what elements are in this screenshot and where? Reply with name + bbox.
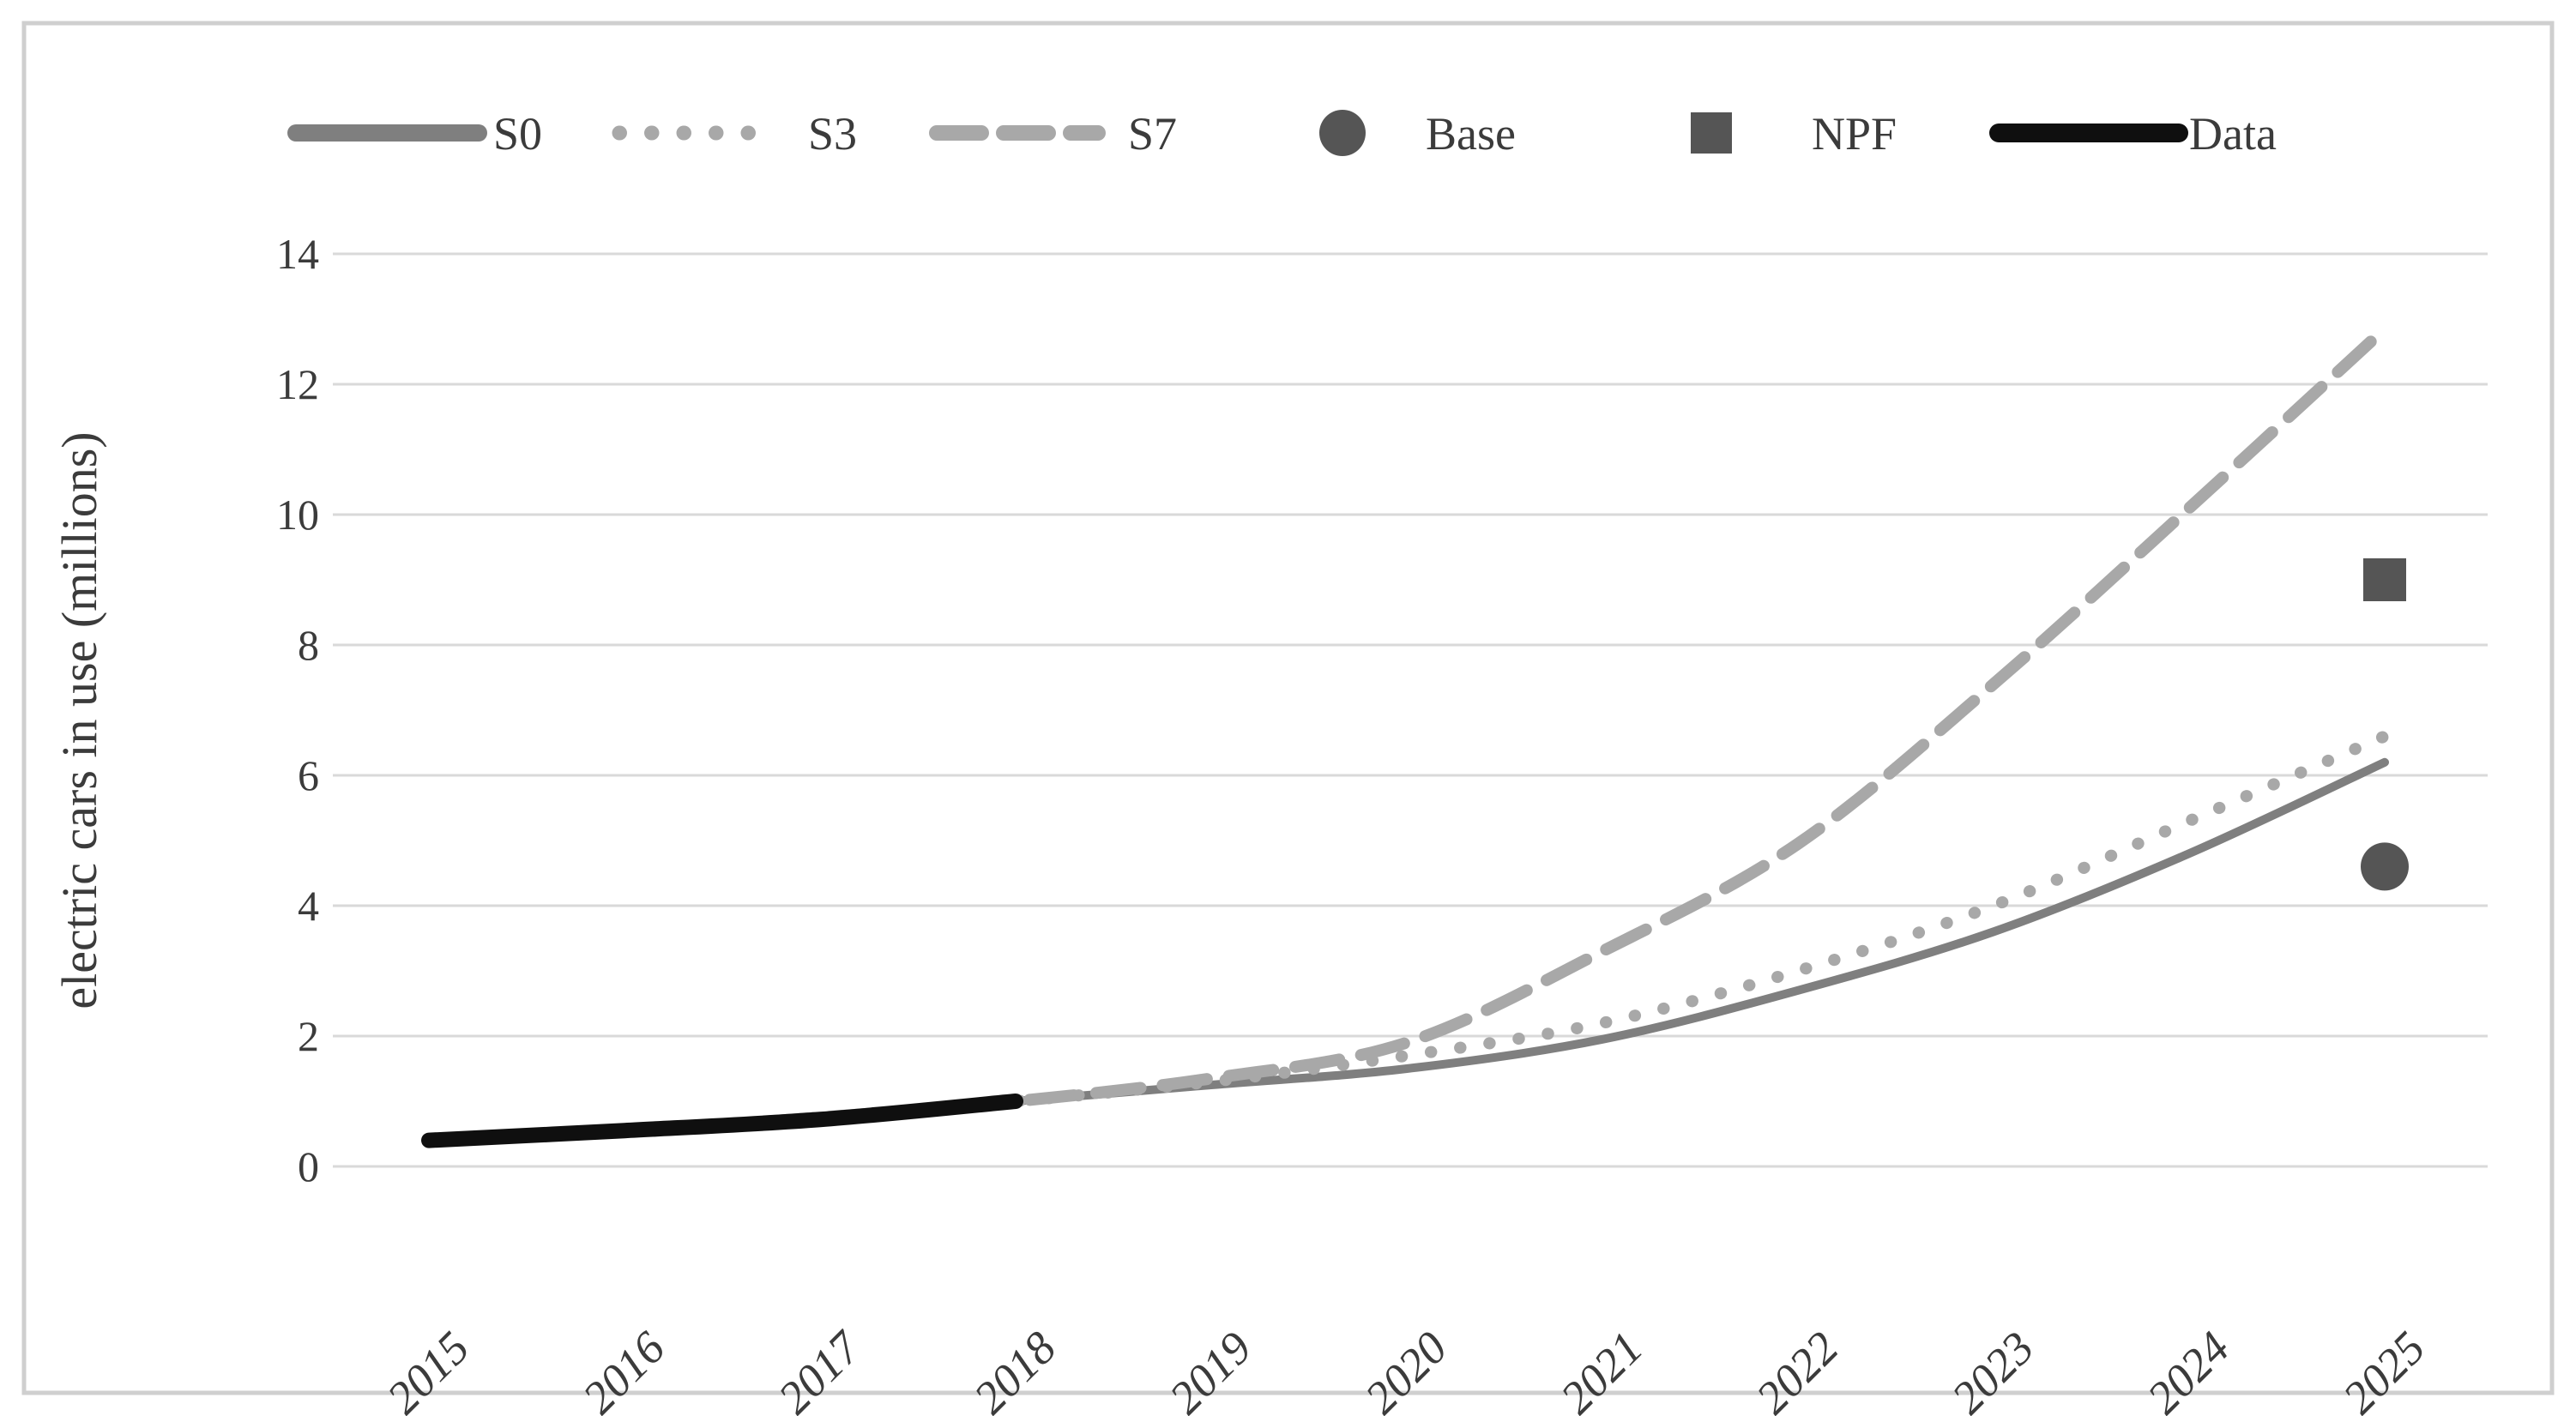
legend-swatch-npf (1691, 112, 1732, 154)
y-tick-label: 10 (276, 491, 319, 539)
figure-border (21, 21, 2555, 1395)
series-data-line (421, 1094, 1023, 1148)
legend-label-base: Base (1426, 108, 1516, 160)
y-axis-title: electric cars in use (millions) (51, 431, 107, 1009)
legend-label-s3: S3 (808, 108, 857, 160)
series-npf-marker (2363, 558, 2406, 601)
y-tick-label: 6 (298, 751, 319, 799)
y-tick-label: 2 (298, 1012, 319, 1060)
y-tick-label: 0 (298, 1142, 319, 1190)
legend-label-s0: S0 (493, 108, 542, 160)
legend-label-s7: S7 (1128, 108, 1177, 160)
legend-label-data: Data (2189, 108, 2277, 160)
y-tick-label: 14 (276, 230, 319, 278)
y-tick-label: 4 (298, 882, 319, 930)
legend-swatch-base (1319, 110, 1366, 156)
series-base-marker (2361, 842, 2409, 891)
legend-label-npf: NPF (1812, 108, 1897, 160)
y-tick-label: 12 (276, 360, 319, 408)
y-tick-label: 8 (298, 621, 319, 669)
